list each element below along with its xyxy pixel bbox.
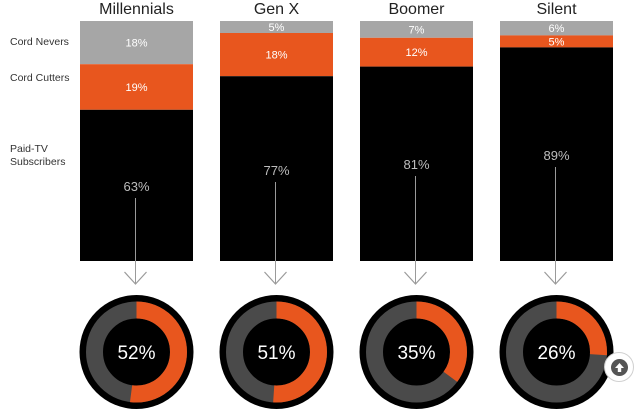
arrow-head-millennials bbox=[124, 271, 147, 285]
arrow-head-silent bbox=[544, 271, 567, 285]
label-cord-nevers-silent: 6% bbox=[549, 23, 565, 35]
donut-label-gen-x: 51% bbox=[257, 343, 295, 364]
donut-fill-boomer bbox=[366, 301, 467, 403]
scroll-to-top-button[interactable] bbox=[604, 352, 634, 382]
label-paid-tv-silent: 89% bbox=[543, 148, 569, 163]
bar-cord-cutters-gen-x bbox=[220, 33, 333, 77]
title-silent: Silent bbox=[536, 1, 577, 18]
donut-fill-gen-x bbox=[226, 301, 327, 403]
label-paid-tv-millennials: 63% bbox=[123, 179, 149, 194]
label-cord-nevers-millennials: 18% bbox=[125, 38, 147, 50]
donut-fill-silent bbox=[506, 301, 607, 403]
bar-cord-nevers-millennials bbox=[80, 21, 193, 65]
label-cord-cutters-silent: 5% bbox=[549, 36, 565, 48]
arrow-head-boomer bbox=[404, 271, 427, 285]
label-cord-nevers-gen-x: 5% bbox=[269, 22, 285, 34]
label-cord-cutters-boomer: 12% bbox=[405, 47, 427, 59]
bar-paid-tv-millennials bbox=[80, 109, 193, 261]
bar-paid-tv-silent bbox=[500, 47, 613, 262]
row-label-cord-nevers: Cord Nevers bbox=[10, 36, 69, 48]
label-cord-nevers-boomer: 7% bbox=[409, 24, 425, 36]
bar-cord-nevers-boomer bbox=[360, 21, 473, 38]
donut-label-boomer: 35% bbox=[397, 343, 435, 364]
bar-cord-cutters-silent bbox=[500, 35, 613, 48]
row-label-cord-cutters: Cord Cutters bbox=[10, 72, 70, 84]
bar-cord-nevers-gen-x bbox=[220, 21, 333, 33]
bar-cord-cutters-millennials bbox=[80, 64, 193, 110]
bar-paid-tv-boomer bbox=[360, 66, 473, 261]
row-label-paid-tv: Paid-TV Subscribers bbox=[10, 143, 66, 168]
donut-label-millennials: 52% bbox=[117, 343, 155, 364]
label-cord-cutters-millennials: 19% bbox=[125, 82, 147, 94]
title-boomer: Boomer bbox=[388, 1, 445, 18]
label-paid-tv-boomer: 81% bbox=[403, 157, 429, 172]
label-cord-cutters-gen-x: 18% bbox=[265, 50, 287, 62]
title-millennials: Millennials bbox=[99, 1, 174, 18]
bar-cord-nevers-silent bbox=[500, 21, 613, 36]
label-paid-tv-gen-x: 77% bbox=[263, 163, 289, 178]
bar-cord-cutters-boomer bbox=[360, 37, 473, 67]
donut-label-silent: 26% bbox=[537, 343, 575, 364]
arrow-up-icon bbox=[611, 359, 628, 376]
arrow-head-gen-x bbox=[264, 271, 287, 285]
bar-paid-tv-gen-x bbox=[220, 76, 333, 261]
donut-fill-millennials bbox=[86, 301, 187, 403]
title-gen-x: Gen X bbox=[254, 1, 300, 18]
